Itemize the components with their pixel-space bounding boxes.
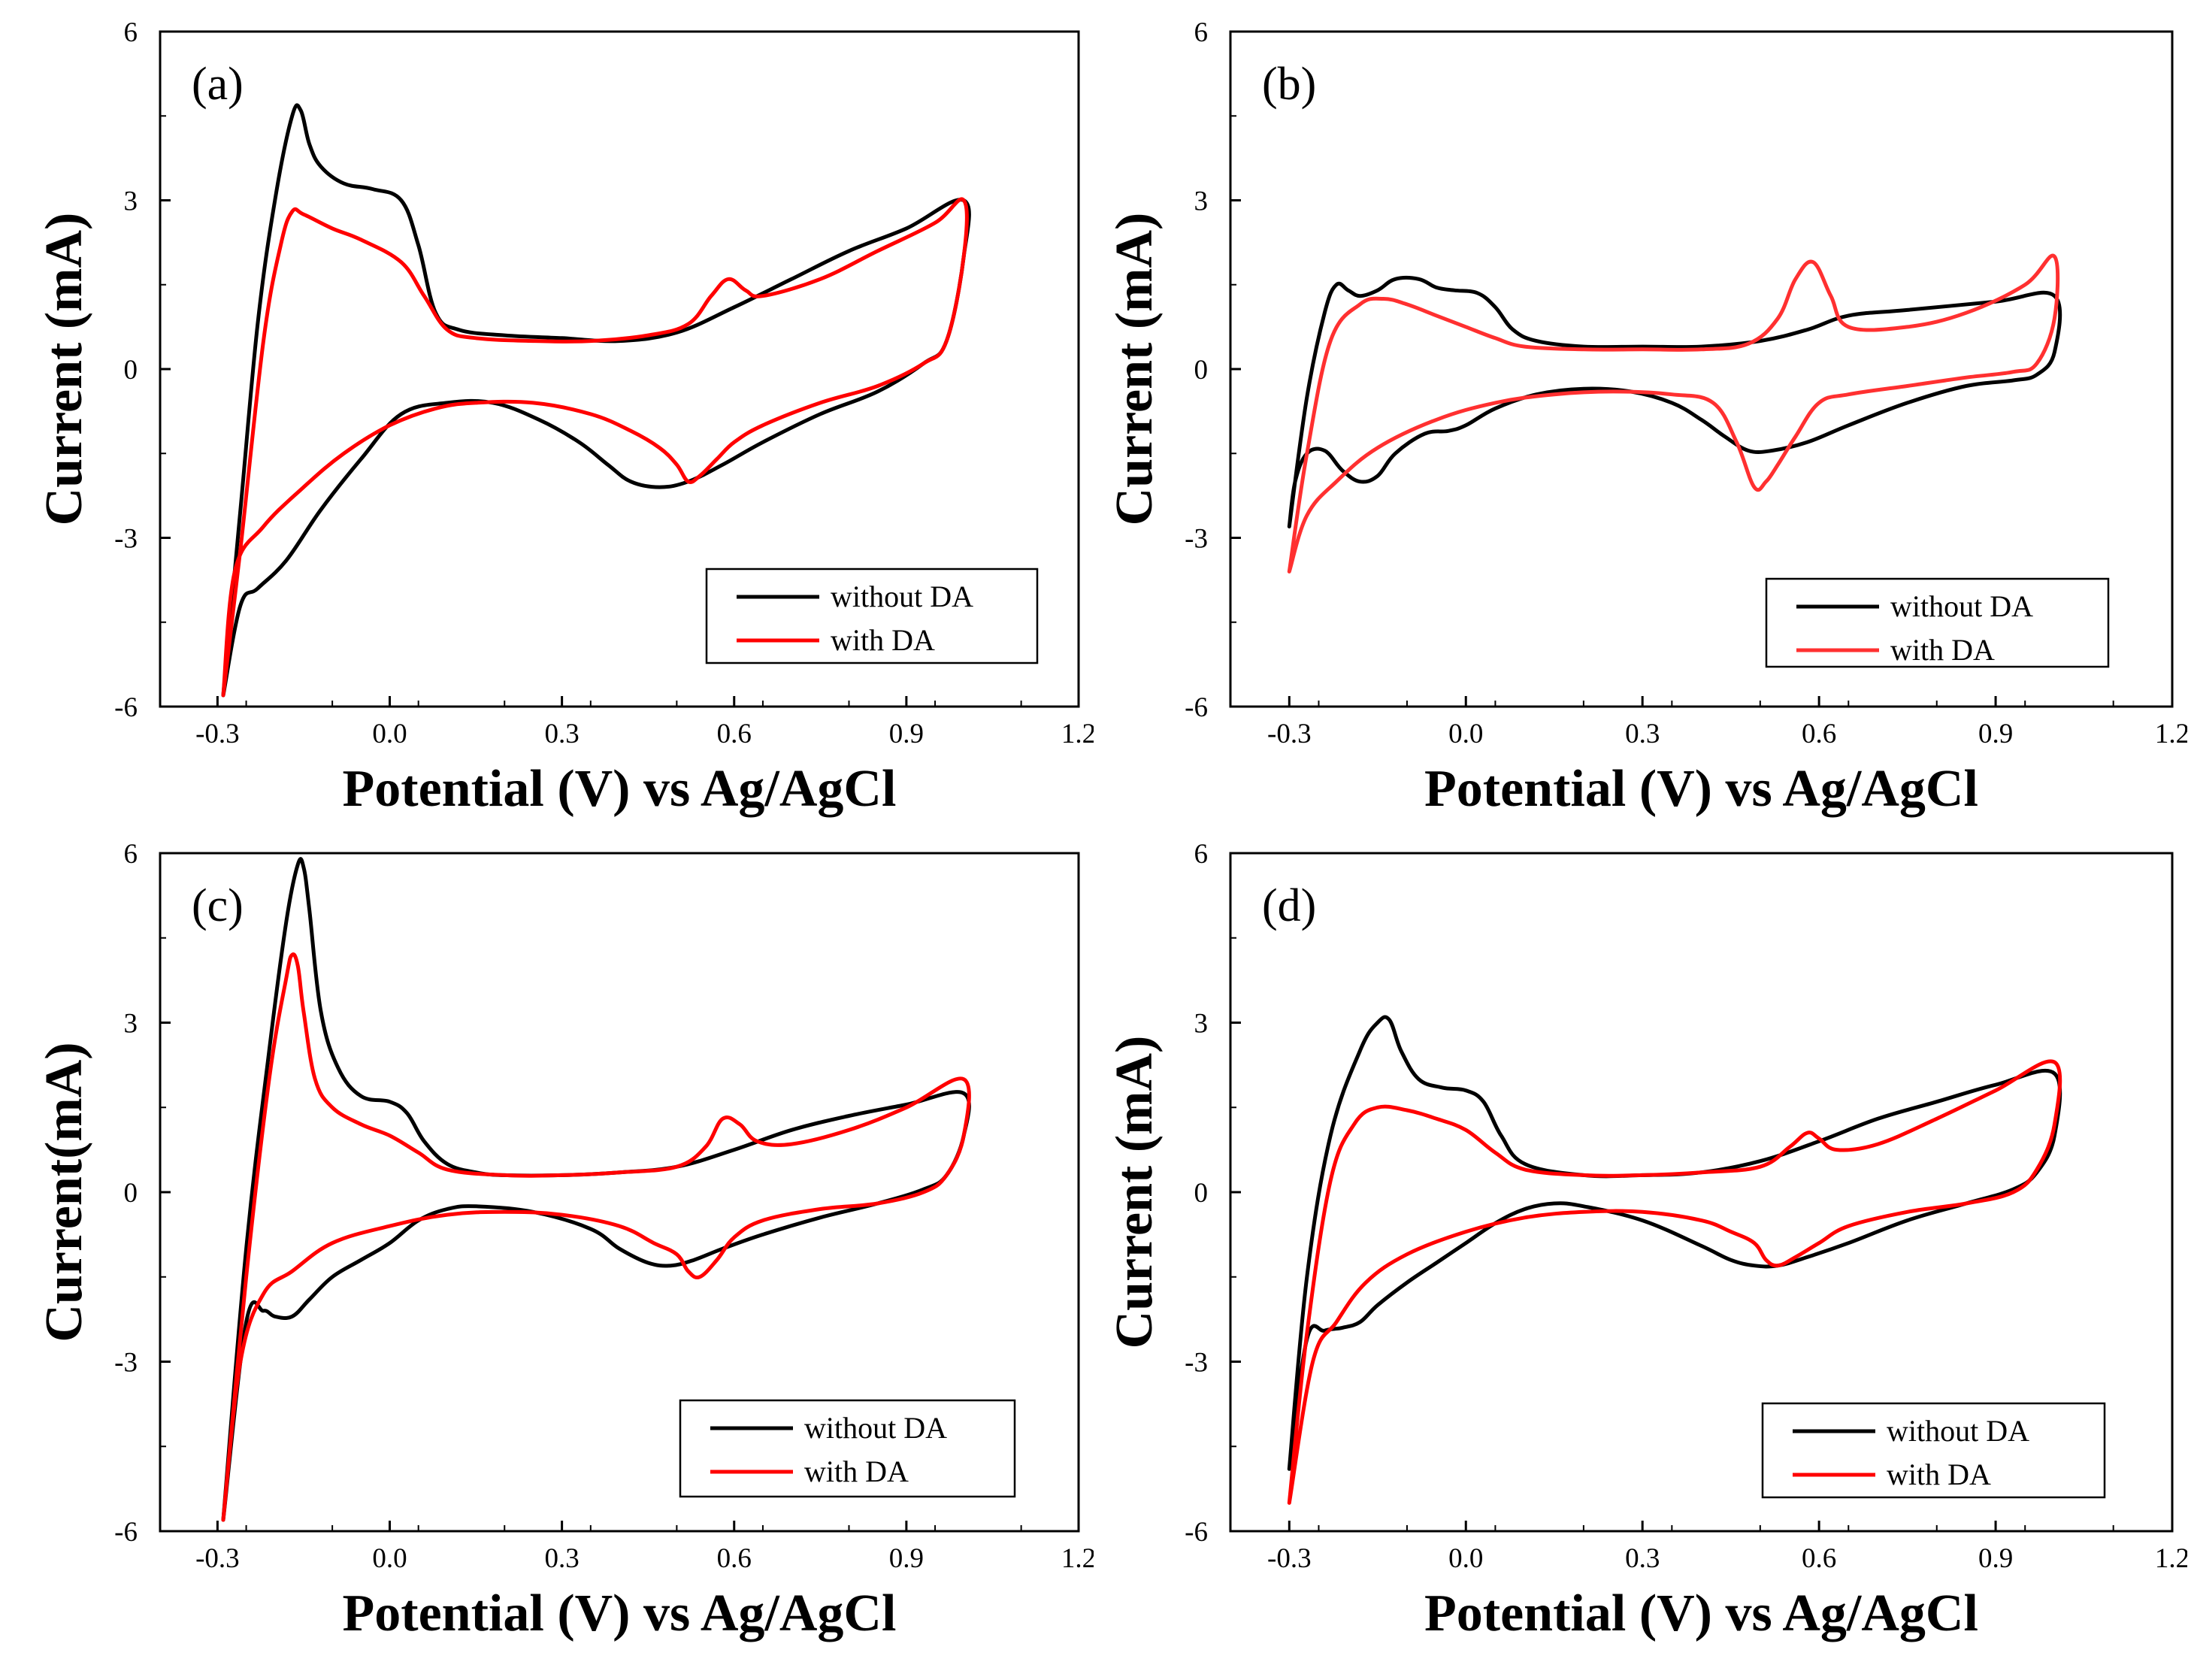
- x-tick-label-b: 0.0: [1448, 719, 1483, 749]
- x-tick-label-a: -0.3: [195, 719, 240, 749]
- legend-label-a: without DA: [831, 580, 973, 613]
- x-tick-label-c: -0.3: [195, 1543, 240, 1574]
- panel-label-b: (b): [1262, 59, 1316, 110]
- y-tick-label-c: -6: [114, 1517, 138, 1548]
- series-line-d-with-da: [1287, 1059, 2062, 1505]
- x-tick-label-b: 0.3: [1625, 719, 1660, 749]
- x-tick-label-d: 0.0: [1448, 1543, 1483, 1574]
- y-axis-title-c: Current(mA): [35, 1042, 93, 1342]
- series-line-b-with-da: [1287, 253, 2060, 574]
- y-tick-label-b: 3: [1194, 186, 1209, 217]
- panel-label-d: (d): [1262, 880, 1316, 931]
- panel-label-a: (a): [192, 59, 244, 110]
- y-tick-label-b: 0: [1194, 355, 1209, 386]
- series-line-c-without-da: [221, 857, 971, 1522]
- series-line-b-without-da: [1287, 276, 2062, 528]
- x-tick-label-c: 0.0: [372, 1543, 407, 1574]
- x-tick-label-a: 0.9: [889, 719, 924, 749]
- chart-panel-c: -0.3 0.0 0.3 0.6 0.9 1.2 -6 -3 0 3 6 Potential (V) …: [0, 831, 1096, 1680]
- x-tick-label-a: 0.6: [717, 719, 752, 749]
- chart-b-svg: -0.3 0.0 0.3 0.6 0.9 1.2 -6 -3 0 3 6 Potential (V) …: [1106, 17, 2188, 818]
- y-tick-label-d: -6: [1185, 1517, 1208, 1548]
- x-tick-label-a: 0.0: [372, 719, 407, 749]
- legend-label-b: without DA: [1890, 589, 2033, 623]
- y-axis-title-d: Current (mA): [1106, 1036, 1164, 1349]
- x-tick-label-d: 0.3: [1625, 1543, 1660, 1574]
- x-tick-label-b: 0.9: [1978, 719, 2013, 749]
- legend-box-d: [1761, 1402, 2106, 1499]
- legend-label-c: with DA: [804, 1454, 909, 1488]
- chart-panel-b: -0.3 0.0 0.3 0.6 0.9 1.2 -6 -3 0 3 6 Potential (V) …: [1094, 0, 2188, 834]
- series-line-a-without-da: [221, 103, 971, 698]
- x-tick-label-c: 1.2: [1061, 1543, 1094, 1574]
- y-tick-label-d: 0: [1194, 1178, 1209, 1209]
- legend-label-d: with DA: [1887, 1458, 1991, 1491]
- series-line-a-with-da: [221, 197, 969, 698]
- chart-d-svg: -0.3 0.0 0.3 0.6 0.9 1.2 -6 -3 0 3 6 Potential (V) …: [1106, 839, 2188, 1642]
- y-tick-label-d: 3: [1194, 1009, 1209, 1040]
- x-tick-label-d: -0.3: [1267, 1543, 1312, 1574]
- x-axis-title-b: Potential (V) vs Ag/AgCl: [1424, 760, 1978, 818]
- y-tick-label-d: 6: [1194, 839, 1209, 870]
- x-axis-title-d: Potential (V) vs Ag/AgCl: [1424, 1585, 1978, 1642]
- x-tick-label-c: 0.3: [545, 1543, 580, 1574]
- chart-a-svg: -0.3 0.0 0.3 0.6 0.9 1.2 -6 -3 0 3 6 Potential (V) …: [35, 17, 1096, 818]
- y-tick-label-b: -3: [1185, 524, 1208, 555]
- y-tick-label-a: 6: [124, 17, 138, 48]
- x-tick-label-b: -0.3: [1267, 719, 1312, 749]
- y-tick-label-c: 6: [124, 839, 138, 870]
- y-tick-label-c: 0: [124, 1178, 138, 1209]
- x-tick-label-c: 0.6: [717, 1543, 752, 1574]
- x-axis-title-a: Potential (V) vs Ag/AgCl: [343, 760, 897, 818]
- y-tick-label-a: 0: [124, 355, 138, 386]
- series-line-d-without-da: [1287, 1015, 2062, 1471]
- legend-box-c: [679, 1399, 1016, 1498]
- legend-box-a: [705, 568, 1039, 664]
- x-tick-label-d: 1.2: [2155, 1543, 2187, 1574]
- x-tick-label-a: 1.2: [1061, 719, 1094, 749]
- x-tick-label-d: 0.6: [1802, 1543, 1836, 1574]
- y-tick-label-c: -3: [114, 1348, 138, 1379]
- x-tick-label-b: 0.6: [1802, 719, 1836, 749]
- panel-label-c: (c): [192, 880, 244, 931]
- y-tick-label-a: -6: [114, 692, 138, 723]
- legend-label-c: without DA: [804, 1411, 947, 1445]
- x-tick-label-c: 0.9: [889, 1543, 924, 1574]
- y-tick-label-c: 3: [124, 1009, 138, 1040]
- legend-label-a: with DA: [831, 623, 935, 657]
- y-axis-title-b: Current (mA): [1106, 213, 1164, 526]
- x-tick-label-d: 0.9: [1978, 1543, 2013, 1574]
- chart-panel-a: -0.3 0.0 0.3 0.6 0.9 1.2 -6 -3 0 3 6 Potential (V) …: [0, 0, 1096, 834]
- x-axis-title-c: Potential (V) vs Ag/AgCl: [343, 1585, 897, 1642]
- x-tick-label-b: 1.2: [2155, 719, 2187, 749]
- series-line-c-with-da: [221, 952, 971, 1522]
- legend-label-d: without DA: [1887, 1414, 2029, 1448]
- legend-label-b: with DA: [1890, 633, 1995, 667]
- chart-panel-d: -0.3 0.0 0.3 0.6 0.9 1.2 -6 -3 0 3 6 Potential (V) …: [1094, 831, 2188, 1680]
- chart-c-svg: -0.3 0.0 0.3 0.6 0.9 1.2 -6 -3 0 3 6 Potential (V) …: [35, 839, 1096, 1642]
- y-tick-label-a: -3: [114, 524, 138, 555]
- x-tick-label-a: 0.3: [545, 719, 580, 749]
- y-tick-label-d: -3: [1185, 1348, 1208, 1379]
- y-tick-label-b: 6: [1194, 17, 1209, 48]
- y-tick-label-b: -6: [1185, 692, 1208, 723]
- y-tick-label-a: 3: [124, 186, 138, 217]
- y-axis-title-a: Current (mA): [35, 213, 93, 526]
